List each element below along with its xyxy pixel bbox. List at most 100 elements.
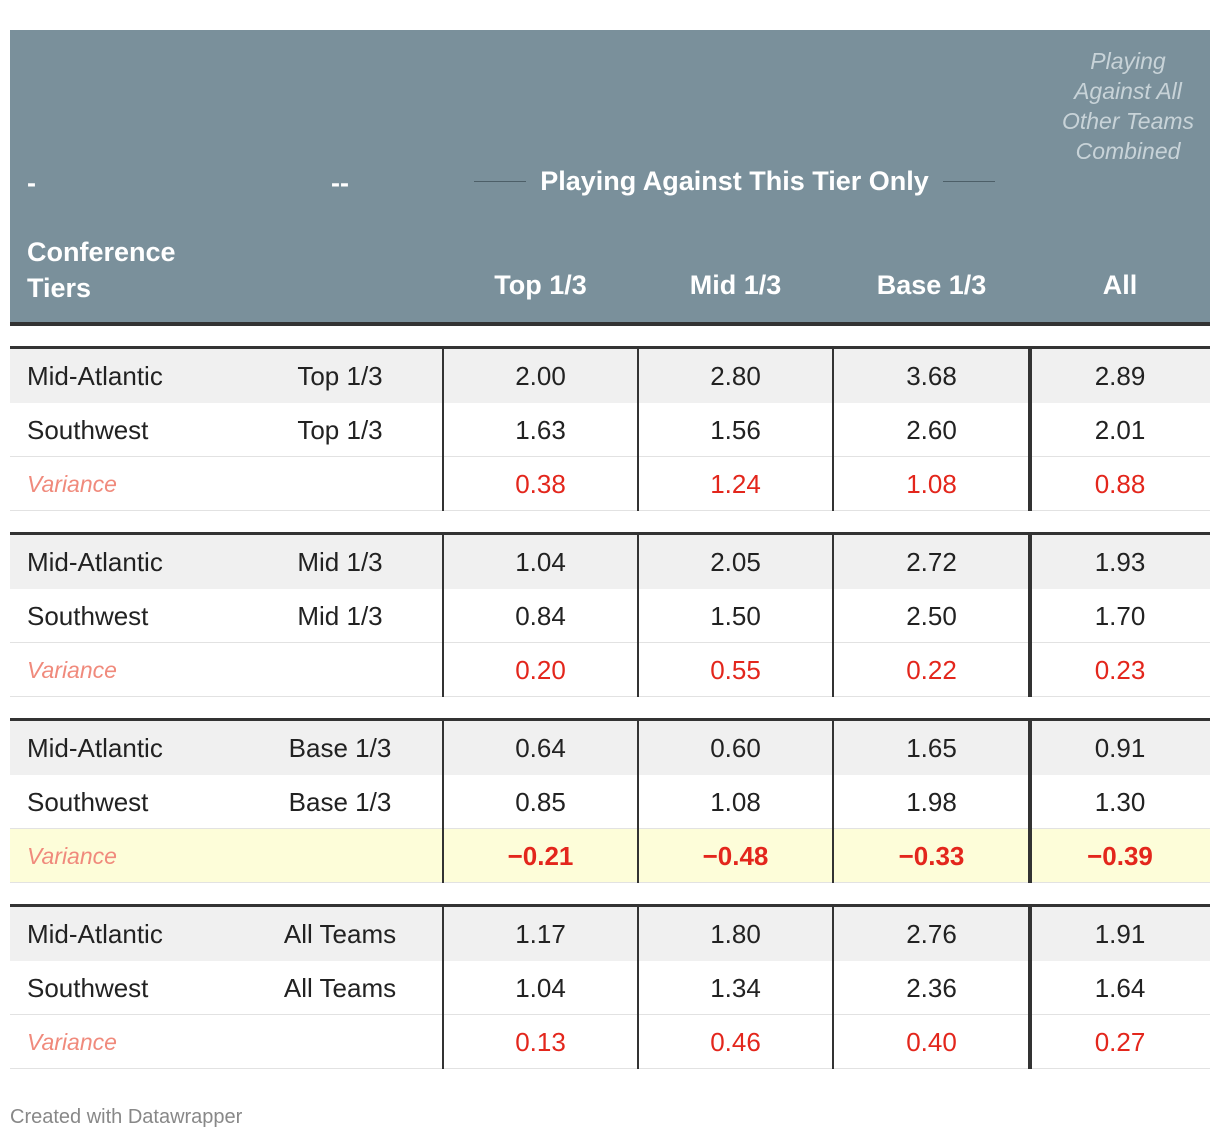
all-note: Playing Against All Other Teams Combined bbox=[1061, 48, 1195, 164]
value-cell: 2.80 bbox=[710, 360, 761, 391]
header-cell: Conference Tiers bbox=[27, 237, 176, 303]
row-bg bbox=[10, 349, 1210, 403]
tier-name: Top 1/3 bbox=[297, 360, 383, 391]
team-name: Southwest bbox=[27, 600, 149, 631]
row-bg bbox=[10, 961, 1210, 1015]
column-rule bbox=[832, 535, 834, 697]
variance-value: 1.24 bbox=[710, 468, 761, 499]
header-cell: -- bbox=[331, 168, 349, 198]
column-rule bbox=[1028, 907, 1032, 1069]
value-cell: 1.04 bbox=[515, 972, 566, 1003]
tier-name: All Teams bbox=[283, 918, 397, 949]
group-rule bbox=[474, 181, 527, 182]
team-name: Southwest bbox=[27, 414, 149, 445]
column-rule bbox=[1028, 349, 1032, 511]
column-rule bbox=[832, 349, 834, 511]
group-rule bbox=[10, 904, 1210, 907]
row-rule bbox=[10, 828, 1210, 829]
value-cell: 1.91 bbox=[1094, 918, 1146, 949]
variance-value: 0.55 bbox=[710, 654, 761, 685]
row-bg bbox=[10, 721, 1210, 775]
column-header: Top 1/3 bbox=[494, 270, 587, 300]
group-rule bbox=[942, 181, 995, 182]
column-header: Base 1/3 bbox=[876, 270, 987, 300]
variance-value: 0.46 bbox=[710, 1026, 761, 1057]
column-rule bbox=[637, 721, 639, 883]
value-cell: 3.68 bbox=[906, 360, 957, 391]
row-bg bbox=[10, 457, 1210, 511]
value-cell: 2.01 bbox=[1094, 414, 1146, 445]
row-bg bbox=[10, 829, 1210, 883]
column-rule bbox=[832, 907, 834, 1069]
value-cell: 1.70 bbox=[1094, 600, 1146, 631]
value-cell: 0.91 bbox=[1094, 732, 1146, 763]
value-cell: 1.34 bbox=[710, 972, 761, 1003]
column-rule bbox=[637, 349, 639, 511]
value-cell: 2.89 bbox=[1094, 360, 1146, 391]
group-rule bbox=[10, 346, 1210, 349]
column-rule bbox=[832, 721, 834, 883]
value-cell: 1.08 bbox=[710, 786, 761, 817]
header-band bbox=[10, 30, 1210, 322]
row-rule bbox=[10, 1014, 1210, 1015]
tier-name: Mid 1/3 bbox=[297, 546, 383, 577]
column-rule bbox=[1028, 535, 1032, 697]
row-bg bbox=[10, 1015, 1210, 1069]
value-cell: 1.50 bbox=[710, 600, 761, 631]
variance-value: 0.13 bbox=[515, 1026, 566, 1057]
value-cell: 1.64 bbox=[1094, 972, 1146, 1003]
value-cell: 0.84 bbox=[515, 600, 566, 631]
value-cell: 1.56 bbox=[710, 414, 761, 445]
value-cell: 2.36 bbox=[906, 972, 957, 1003]
variance-value: 0.38 bbox=[515, 468, 566, 499]
value-cell: 1.98 bbox=[906, 786, 957, 817]
row-bg bbox=[10, 643, 1210, 697]
row-bg bbox=[10, 775, 1210, 829]
value-cell: 0.60 bbox=[710, 732, 761, 763]
variance-label: Variance bbox=[27, 656, 117, 683]
row-rule bbox=[10, 642, 1210, 643]
tier-name: Base 1/3 bbox=[288, 732, 392, 763]
team-name: Southwest bbox=[27, 972, 149, 1003]
row-bg bbox=[10, 589, 1210, 643]
row-bg bbox=[10, 403, 1210, 457]
team-name: Mid-Atlantic bbox=[27, 732, 163, 763]
column-header: Mid 1/3 bbox=[689, 270, 782, 300]
group-label: Playing Against This Tier Only bbox=[540, 166, 929, 196]
team-name: Mid-Atlantic bbox=[27, 360, 163, 391]
variance-label: Variance bbox=[27, 1028, 117, 1055]
variance-value: 1.08 bbox=[906, 468, 957, 499]
tier-name: Mid 1/3 bbox=[297, 600, 383, 631]
value-cell: 1.17 bbox=[515, 918, 566, 949]
value-cell: 2.50 bbox=[906, 600, 957, 631]
group-rule bbox=[10, 718, 1210, 721]
value-cell: 0.64 bbox=[515, 732, 566, 763]
row-bg bbox=[10, 535, 1210, 589]
variance-value: −0.21 bbox=[507, 840, 574, 871]
group-rule bbox=[10, 532, 1210, 535]
value-cell: 1.80 bbox=[710, 918, 761, 949]
header-rule bbox=[10, 322, 1210, 326]
value-cell: 1.04 bbox=[515, 546, 566, 577]
value-cell: 2.76 bbox=[906, 918, 957, 949]
group-label-wrap: Playing Against This Tier Only bbox=[474, 166, 995, 197]
value-cell: 2.00 bbox=[515, 360, 566, 391]
value-cell: 1.93 bbox=[1094, 546, 1146, 577]
column-rule bbox=[1028, 721, 1032, 883]
variance-value: 0.20 bbox=[515, 654, 566, 685]
variance-value: 0.88 bbox=[1094, 468, 1146, 499]
value-cell: 2.72 bbox=[906, 546, 957, 577]
row-bg bbox=[10, 907, 1210, 961]
value-cell: 2.05 bbox=[710, 546, 761, 577]
team-name: Mid-Atlantic bbox=[27, 918, 163, 949]
variance-value: 0.40 bbox=[906, 1026, 957, 1057]
variance-value: −0.39 bbox=[1087, 840, 1153, 871]
header-cell: - bbox=[27, 168, 36, 198]
footer: Created with Datawrapper bbox=[10, 1106, 243, 1128]
value-cell: 1.30 bbox=[1094, 786, 1146, 817]
tier-name: Base 1/3 bbox=[288, 786, 392, 817]
column-rule bbox=[442, 721, 444, 883]
variance-label: Variance bbox=[27, 470, 117, 497]
value-cell: 1.63 bbox=[515, 414, 566, 445]
